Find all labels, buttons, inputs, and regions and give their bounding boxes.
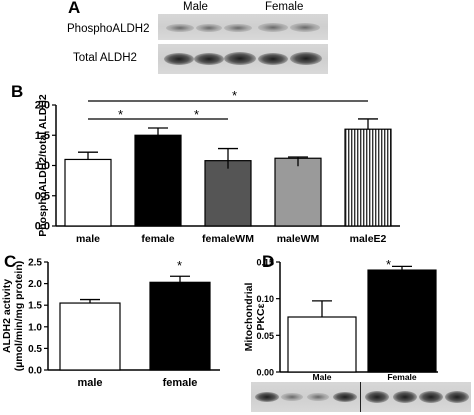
blot-row-label-phospho: PhosphoALDH2 [67,23,150,35]
panel-d-letter: D [262,252,275,271]
chart-b-y-axis-label: PhosphoALDH2/total ALDH2 [37,94,49,237]
chart-b-category-label: female [141,233,174,245]
phospho-blot-strip [158,14,328,40]
sig-star-b-female-femalewm: * [194,107,200,122]
chart-c-tick-label: 0.0 [28,366,42,377]
chart-b-tick-label: 2.0 [35,100,50,112]
chart-d-tick-label: 0.10 [256,294,274,304]
chart-b-category-label: femaleWM [202,233,254,245]
chart-b-category-label: male [76,233,100,245]
chart-c-tick-label: 1.5 [28,301,42,312]
chart-c-category-label: female [163,377,198,389]
chart-b-tick-label: 1.0 [35,160,50,172]
chart-c-y-axis-label: ALDH2 activity [1,279,13,353]
pkc-blot-strip [251,382,471,412]
sig-star-b-male-malee2: * [232,88,238,103]
chart-c-y-axis-label: (µmol/min/mg protein) [13,261,25,371]
chart-d-y-axis-label: Mitochondrial [243,283,255,352]
chart-c-category-label: male [77,377,102,389]
chart-d-bar [287,316,357,373]
chart-d-tick-label: 0.15 [256,258,274,268]
chart-b-tick-label: 1.5 [35,130,50,142]
chart-b-tick-label: 0.0 [35,221,50,233]
chart-b-category-label: maleWM [277,233,320,245]
chart-c-tick-label: 0.5 [28,344,42,355]
blot-group-label-male: Male [183,1,208,13]
panel-b-letter: B [11,82,24,101]
chart-c-tick-label: 2.0 [28,279,42,290]
chart-b-bar [344,128,392,227]
total-blot-strip [158,44,328,74]
chart-d-y-axis-label: PKCε [255,303,267,330]
chart-b-bar [134,134,182,227]
chart-c-bar [149,281,211,371]
blot-row-label-total: Total ALDH2 [73,52,137,64]
chart-b-bar [204,160,252,227]
chart-b-bar [274,157,322,227]
chart-c-tick-label: 1.0 [28,322,42,333]
panel-c-letter: C [4,252,17,271]
sig-star-b-male-female: * [118,107,124,122]
chart-b-tick-label: 0.5 [35,190,50,202]
blot-group-label-female: Female [265,1,304,13]
chart-c-tick-label: 2.5 [28,258,42,269]
chart-d-tick-label: 0.00 [256,368,274,378]
chart-c-bar [59,302,121,371]
sig-star-c: * [177,258,183,273]
sig-star-d: * [386,257,392,272]
chart-d-tick-label: 0.05 [256,331,274,341]
chart-d-category-label: Female [387,372,417,382]
panel-a-letter: A [68,0,81,17]
chart-b-bar [64,158,112,227]
chart-d-category-label: Male [313,372,332,382]
chart-b-category-label: maleE2 [350,233,387,245]
chart-d-bar [367,269,437,373]
